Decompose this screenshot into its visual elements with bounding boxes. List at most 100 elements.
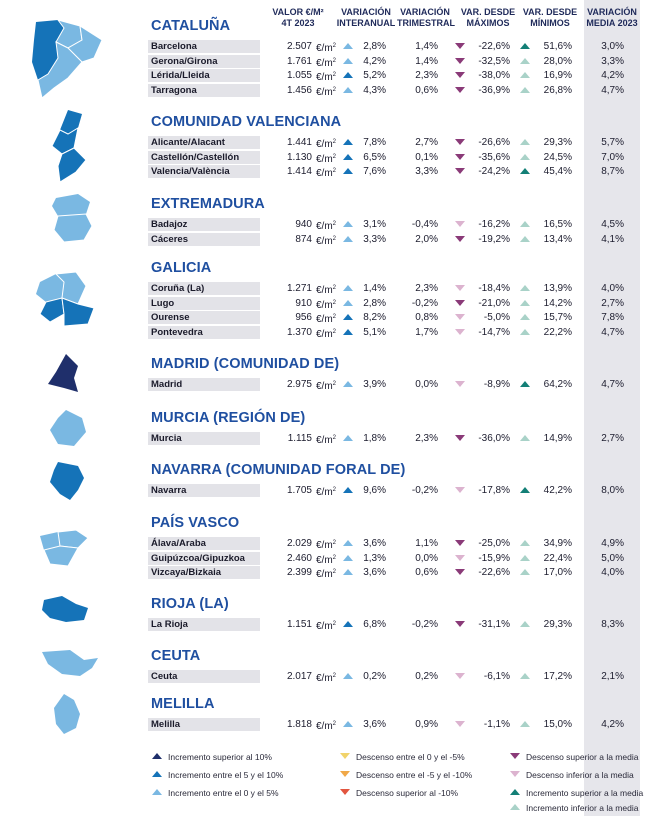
price-unit: €/m2 [316,55,336,70]
interanual-arrow-icon [343,86,353,93]
cataluna-map-icon [32,19,103,99]
trimestral-value: -0,2% [411,485,438,496]
maximos-value: -24,2% [478,166,510,177]
region-title: MURCIA (REGIÓN DE) [151,410,306,426]
maximos-arrow-icon [455,554,465,561]
extremadura-map-icon [52,194,93,243]
legend-arrow-icon [510,804,520,810]
minimos-value: 14,2% [543,297,572,309]
legend-arrow-icon [510,771,520,777]
price-value: 956 [295,312,312,323]
maximos-arrow-icon [455,168,465,174]
maximos-value: -14,7% [478,326,510,338]
interanual-arrow-icon [343,569,353,575]
province-name: Guipúzcoa/Gipuzkoa [148,551,260,565]
legend-arrow-icon [152,789,162,795]
media-column-shade [584,0,640,816]
interanual-value: 6,5% [363,151,386,163]
price-value: 2.975 [286,379,312,390]
unit-text: €/m [316,221,333,232]
trimestral-value: 0,1% [415,151,438,163]
table-row-vizcaya-bizkaia: Vizcaya/Bizkaia 2.399 €/m2 3,6% 0,6% -22,6% 17… [146,566,640,581]
minimos-arrow-icon [520,299,530,306]
trimestral-value: 2,3% [415,70,438,81]
header-trimestral: VARIACIÓN TRIMESTRAL [397,7,455,28]
minimos-value: 15,0% [543,719,572,730]
interanual-arrow-icon [343,621,353,627]
maximos-value: -22,6% [478,567,510,578]
region-title: GALICIA [151,260,212,276]
price-value: 2.460 [286,552,312,564]
unit-text: €/m [316,86,333,98]
unit-sup: 2 [332,235,337,242]
table-row-guipuzcoa-gipuzkoa: Guipúzcoa/Gipuzkoa 2.460 €/m2 1,3% 0,0% -15,9… [146,551,640,566]
maximos-arrow-icon [455,235,465,242]
price-value: 1.271 [286,283,312,294]
trimestral-value: 0,0% [415,552,438,564]
maximos-arrow-icon [455,569,465,575]
price-value: 2.399 [286,567,312,578]
price-unit: €/m2 [316,40,336,55]
maximos-value: -31,1% [478,619,510,630]
media-value: 4,5% [601,219,624,230]
price-unit: €/m2 [316,136,336,151]
media-value: 2,1% [601,671,624,682]
maximos-value: -22,6% [478,41,510,52]
unit-text: €/m [316,299,333,311]
minimos-value: 45,4% [543,166,572,177]
media-value: 4,9% [601,538,624,549]
unit-text: €/m [316,153,333,165]
price-value: 874 [295,233,312,245]
price-value: 1.151 [286,619,312,630]
media-value: 8,0% [601,485,624,496]
unit-sup: 2 [332,721,337,727]
table-row-caceres: Cáceres 874 €/m2 3,3% 2,0% -19,2% 13,4% 4,1% [146,232,640,247]
pais-vasco-map-icon [40,529,89,567]
unit-sup: 2 [332,328,337,335]
valencia-map-icon [51,110,87,183]
unit-sup: 2 [332,435,337,441]
minimos-arrow-icon [520,285,530,291]
price-value: 2.507 [286,41,312,52]
maximos-value: -19,2% [478,233,510,245]
trimestral-value: -0,2% [411,619,438,630]
table-row-melilla: Melilla 1.818 €/m2 3,6% 0,9% -1,1% 15,0% 4,2% [146,718,640,732]
ceuta-map-icon [42,650,98,676]
price-unit: €/m2 [316,378,336,393]
maximos-arrow-icon [455,673,465,679]
legend-label: Descenso superior a la media [526,752,639,762]
price-value: 1.055 [286,70,312,81]
price-unit: €/m2 [316,566,336,581]
region-title: CEUTA [151,648,201,664]
minimos-value: 16,5% [543,219,572,230]
legend-label: Incremento superior al 10% [168,752,272,762]
price-value: 910 [295,297,312,309]
interanual-value: 4,3% [363,84,386,96]
trimestral-value: 1,1% [415,538,438,549]
rioja-map-icon [42,596,88,622]
minimos-arrow-icon [520,721,530,727]
unit-text: €/m [316,673,333,684]
price-unit: €/m2 [316,432,336,447]
unit-text: €/m [316,721,333,732]
maximos-value: -35,6% [478,151,510,163]
province-name: Lérida/Lleida [148,69,260,82]
table-row-ourense: Ourense 956 €/m2 8,2% 0,8% -5,0% 15,7% 7,8% [146,311,640,325]
minimos-value: 29,3% [543,619,572,630]
price-unit: €/m2 [316,151,336,166]
province-name: Pontevedra [148,325,260,339]
province-name: Ceuta [148,670,260,683]
interanual-value: 4,2% [363,55,386,67]
maximos-value: -36,0% [478,433,510,444]
interanual-value: 2,8% [363,41,386,52]
table-row-lugo: Lugo 910 €/m2 2,8% -0,2% -21,0% 14,2% 2,7% [146,296,640,311]
interanual-value: 1,3% [363,552,386,564]
interanual-value: 3,1% [363,219,386,230]
unit-text: €/m [316,285,333,296]
minimos-value: 64,2% [543,379,572,390]
media-value: 3,3% [601,55,624,67]
interanual-value: 9,6% [363,485,386,496]
table-row-pontevedra: Pontevedra 1.370 €/m2 5,1% 1,7% -14,7% 22,2% 4,… [146,325,640,340]
trimestral-value: 2,7% [415,137,438,148]
maximos-arrow-icon [455,435,465,441]
